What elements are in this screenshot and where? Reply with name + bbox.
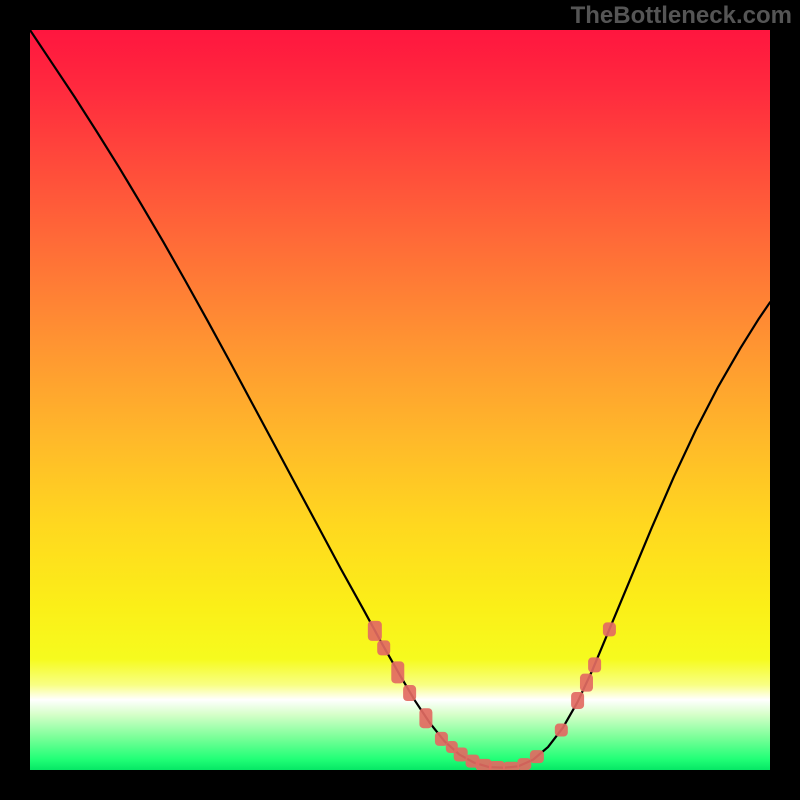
curve-marker xyxy=(603,622,616,636)
curve-marker xyxy=(403,685,416,701)
curve-marker xyxy=(503,762,519,770)
curve-marker xyxy=(580,674,593,692)
bottleneck-curve xyxy=(30,30,770,768)
plot-area xyxy=(30,30,770,770)
curve-marker xyxy=(368,621,382,641)
curve-marker xyxy=(489,761,505,770)
curve-marker xyxy=(530,750,544,763)
curve-marker xyxy=(419,708,432,728)
curve-marker xyxy=(555,724,568,737)
curve-marker xyxy=(588,657,601,672)
watermark-text: TheBottleneck.com xyxy=(571,2,792,30)
chart-svg xyxy=(30,30,770,770)
curve-marker xyxy=(517,758,531,770)
curve-marker xyxy=(571,692,584,709)
curve-marker xyxy=(435,732,448,746)
curve-markers xyxy=(368,621,616,770)
curve-marker xyxy=(377,640,390,655)
curve-marker xyxy=(391,661,404,683)
